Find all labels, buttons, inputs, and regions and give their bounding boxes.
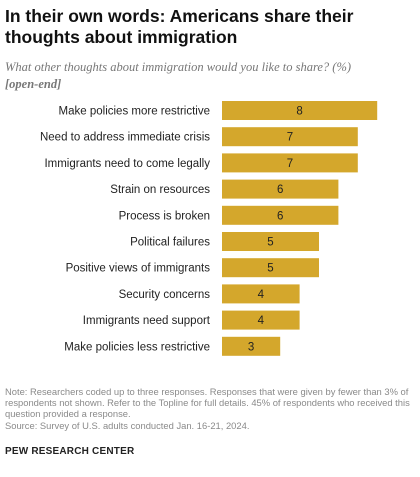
category-label: Immigrants need to come legally — [44, 158, 210, 170]
category-label: Make policies more restrictive — [59, 106, 210, 118]
bar — [222, 232, 319, 251]
bar — [222, 153, 358, 173]
footnote-source: Source: Survey of U.S. adults conducted … — [5, 419, 250, 431]
data-label: 8 — [296, 106, 302, 118]
category-label: Make policies less restrictive — [64, 341, 210, 353]
bar — [222, 101, 378, 120]
bar — [222, 179, 339, 199]
chart-subtitle: What other thoughts about immigration wo… — [5, 59, 415, 93]
bar — [222, 310, 300, 330]
bar — [222, 336, 281, 356]
data-label: 5 — [267, 237, 273, 249]
data-label: 3 — [248, 341, 254, 353]
subtitle-note: [open-end] — [5, 77, 62, 91]
category-label: Security concerns — [119, 289, 211, 301]
category-label: Immigrants need support — [83, 315, 211, 327]
bar-chart: Make policies more restrictive 8 Need to a… — [40, 101, 378, 356]
data-label: 6 — [277, 210, 283, 222]
data-label: 7 — [287, 158, 293, 170]
subtitle-question: What other thoughts about immigration wo… — [5, 60, 352, 74]
category-label: Political failures — [130, 237, 210, 249]
chart-title: In their own words: Americans share thei… — [5, 6, 354, 47]
footnote-note: Note: Researchers coded up to three resp… — [5, 386, 410, 420]
bar — [222, 205, 339, 225]
category-label: Need to address immediate crisis — [40, 132, 210, 144]
bar — [222, 258, 319, 278]
data-label: 6 — [277, 184, 283, 196]
category-label: Process is broken — [119, 210, 210, 222]
category-label: Strain on resources — [110, 184, 210, 196]
brand-logo-text: PEW RESEARCH CENTER — [5, 446, 135, 457]
bar — [222, 127, 358, 147]
footnote: Note: Researchers coded up to three resp… — [5, 386, 417, 431]
bar — [222, 284, 300, 304]
data-label: 4 — [258, 315, 265, 327]
data-label: 7 — [287, 132, 293, 144]
data-label: 4 — [258, 289, 265, 301]
data-label: 5 — [267, 263, 273, 275]
category-label: Positive views of immigrants — [66, 263, 211, 275]
